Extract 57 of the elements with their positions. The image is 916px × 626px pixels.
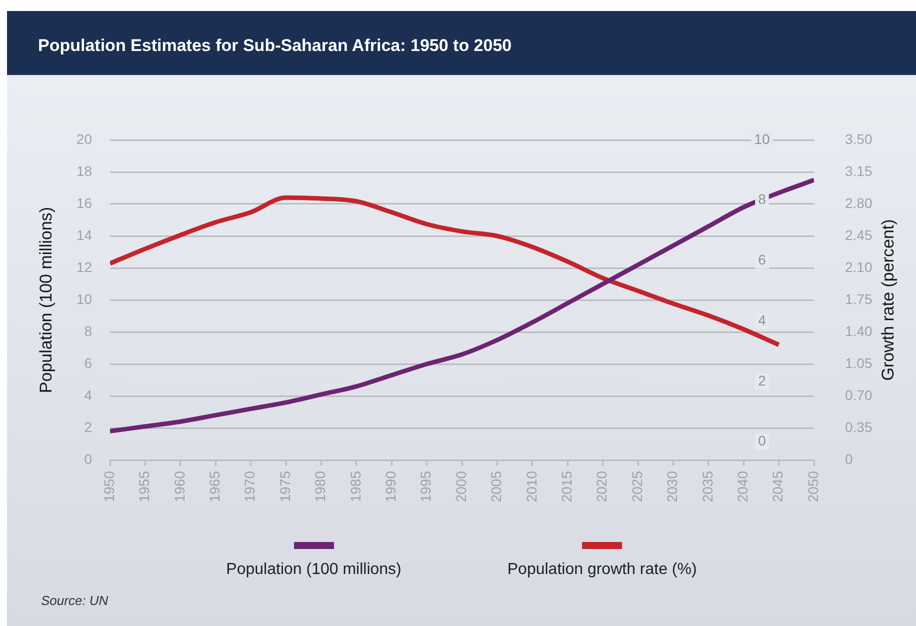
x-tick-label: 2000 — [452, 470, 469, 502]
x-tick-label: 2005 — [488, 470, 504, 502]
x-tick-label: 2040 — [734, 470, 750, 502]
x-tick-label: 1985 — [347, 470, 364, 502]
x-tick-label: 1970 — [242, 470, 258, 502]
source-note: Source: UN — [41, 593, 108, 608]
y-tick-label: 14 — [76, 226, 92, 243]
y2-tick-label: 3.15 — [845, 162, 872, 179]
y3-tick-label: 2 — [758, 372, 766, 388]
y3-tick-label: 10 — [754, 130, 770, 147]
y2-tick-label: 2.80 — [845, 194, 872, 211]
x-tick-label: 2035 — [699, 470, 716, 502]
y3-tick-label: 0 — [758, 432, 766, 449]
y-tick-label: 10 — [76, 290, 92, 307]
x-tick-label: 1995 — [418, 470, 434, 502]
y-tick-label: 16 — [76, 194, 92, 211]
y2-tick-label: 1.75 — [845, 290, 872, 307]
legend-label: Population (100 millions) — [226, 561, 402, 579]
x-tick-label: 1955 — [136, 470, 152, 502]
line-series — [110, 195, 782, 348]
y-tick-label: 20 — [76, 130, 92, 147]
chart-title: Population Estimates for Sub-Saharan Africa: 1950 to 2050 — [38, 35, 512, 57]
y2-tick-label: 1.40 — [845, 322, 872, 339]
y-axis-title: Population (100 millions) — [36, 206, 56, 394]
x-tick-label: 2025 — [628, 470, 645, 502]
x-tick-label: 2020 — [594, 470, 610, 502]
y2-tick-label: 0.35 — [845, 418, 872, 435]
x-tick-label: 2045 — [770, 470, 786, 502]
x-tick-label: 2010 — [523, 470, 540, 502]
y3-tick-label: 6 — [758, 252, 766, 268]
y2-tick-label: 1.05 — [845, 354, 872, 371]
x-tick-label: 2030 — [664, 470, 680, 502]
y-tick-label: 12 — [76, 258, 92, 275]
x-tick-label: 1990 — [382, 470, 398, 502]
y2-tick-label: 0 — [845, 450, 853, 467]
y-tick-label: 18 — [76, 162, 92, 179]
y-tick-label: 2 — [84, 418, 92, 435]
y2-tick-label: 0.70 — [845, 386, 872, 403]
y2-tick-label: 2.10 — [845, 258, 872, 275]
y2-tick-label: 3.50 — [845, 130, 872, 147]
x-tick-label: 1950 — [100, 470, 117, 502]
line-series — [110, 178, 814, 434]
y3-tick-label: 4 — [758, 312, 766, 328]
y3-tick-label: 8 — [758, 191, 766, 208]
y-tick-label: 4 — [84, 386, 92, 403]
x-tick-label: 1960 — [171, 470, 188, 502]
x-tick-label: 2050 — [804, 470, 821, 502]
x-tick-label: 2015 — [558, 470, 574, 502]
y-tick-label: 0 — [84, 450, 92, 467]
y-tick-label: 6 — [84, 354, 92, 371]
legend-label: Population growth rate (%) — [507, 561, 697, 579]
y2-axis-title: Growth rate (percent) — [878, 219, 898, 381]
y2-tick-label: 2.45 — [845, 226, 872, 243]
x-tick-label: 1975 — [276, 470, 293, 502]
x-tick-label: 1965 — [206, 470, 222, 502]
y-tick-label: 8 — [84, 322, 92, 339]
x-tick-label: 1980 — [312, 470, 328, 502]
